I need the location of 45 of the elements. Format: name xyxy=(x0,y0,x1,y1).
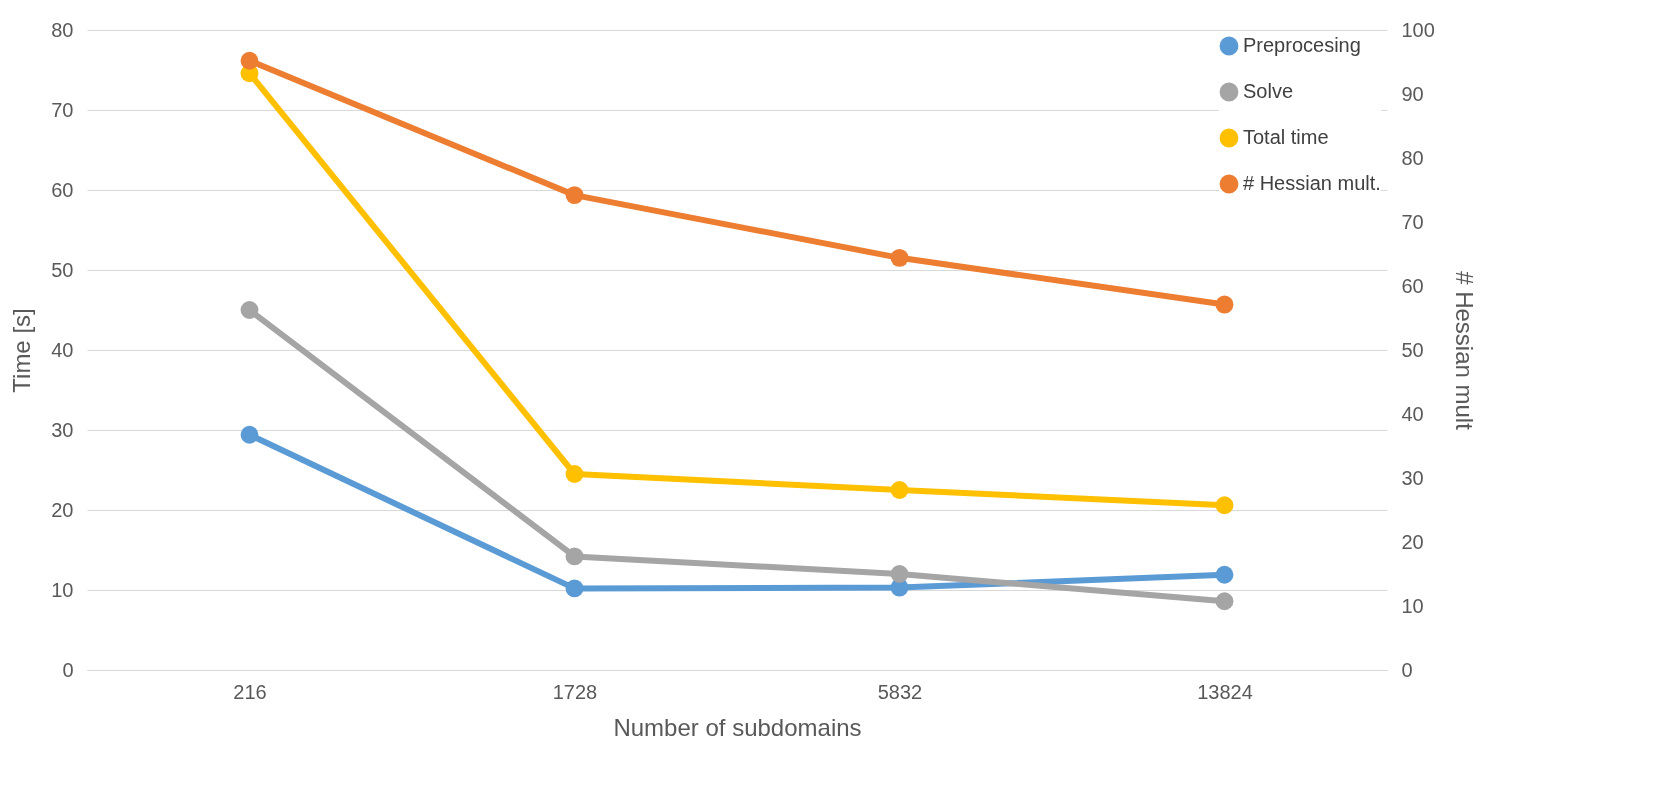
point xyxy=(890,248,909,267)
y2-tick-label: 10 xyxy=(1401,594,1424,617)
y2-tick-label: 40 xyxy=(1401,402,1424,425)
legend-label: Total time xyxy=(1243,126,1329,148)
y2-tick-label: 70 xyxy=(1401,210,1424,233)
point xyxy=(565,579,584,598)
y-tick-label: 80 xyxy=(51,18,74,41)
x-tick-label: 13824 xyxy=(1197,680,1253,703)
y-tick-label: 0 xyxy=(62,658,74,681)
y-tick-label: 70 xyxy=(51,98,74,121)
y-axis-title: Time [s] xyxy=(8,308,36,393)
legend-label: Preprocesing xyxy=(1243,34,1361,56)
y-tick-label: 40 xyxy=(51,338,74,361)
y-tick-label: 60 xyxy=(51,178,74,201)
point xyxy=(565,465,584,483)
y-tick-label: 50 xyxy=(51,258,74,281)
point xyxy=(240,51,259,70)
y-tick-label: 20 xyxy=(51,498,74,521)
y2-tick-label: 90 xyxy=(1401,82,1424,105)
x-tick-label: 5832 xyxy=(877,680,923,703)
y-tick-label: 30 xyxy=(51,418,74,441)
point xyxy=(890,565,909,583)
legend-label: # Hessian mult. xyxy=(1243,172,1381,194)
x-tick-label: 1728 xyxy=(552,680,598,703)
point xyxy=(1215,565,1234,584)
y-tick-label: 10 xyxy=(51,578,74,601)
point xyxy=(1215,496,1234,515)
x-tick-label: 216 xyxy=(233,680,267,703)
y2-tick-label: 60 xyxy=(1401,274,1424,297)
y2-tick-label: 50 xyxy=(1401,338,1424,361)
point xyxy=(240,425,259,444)
point xyxy=(240,301,259,319)
y2-tick-label: 20 xyxy=(1401,530,1424,553)
point xyxy=(890,481,909,499)
point xyxy=(1215,592,1234,611)
y2-tick-label: 100 xyxy=(1401,18,1435,41)
point xyxy=(565,186,584,205)
point xyxy=(565,547,584,566)
y2-tick-label: 30 xyxy=(1401,466,1424,489)
y2-axis-title: # Hessian mult xyxy=(1450,271,1478,431)
y2-tick-label: 0 xyxy=(1401,658,1413,681)
x-axis-title: Number of subdomains xyxy=(613,713,862,741)
legend-label: Solve xyxy=(1243,80,1294,102)
y2-tick-label: 80 xyxy=(1401,146,1424,169)
point xyxy=(1215,295,1234,314)
